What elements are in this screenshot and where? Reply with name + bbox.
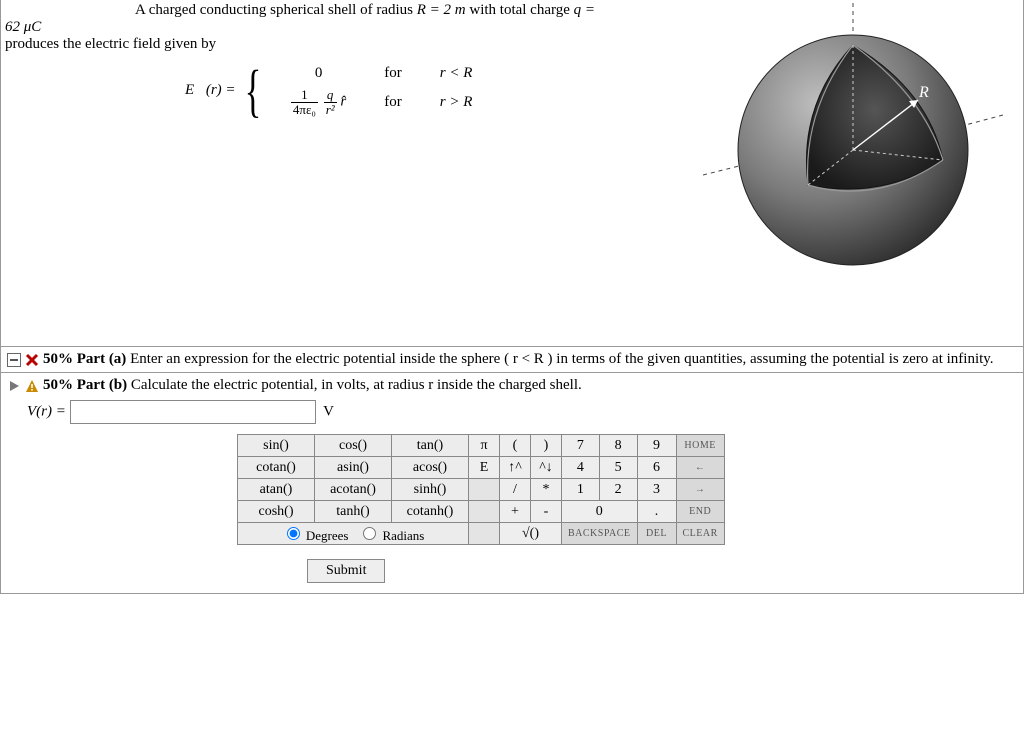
key-1[interactable]: 1 [562,479,600,501]
angle-mode[interactable]: Degrees Radians [238,523,469,545]
key-8[interactable]: 8 [599,435,637,457]
key-5[interactable]: 5 [599,457,637,479]
key-3[interactable]: 3 [637,479,676,501]
key-exp-down[interactable]: ^↓ [531,457,562,479]
intro-2: produces the electric field given by [5,36,216,52]
problem-statement: A charged conducting spherical shell of … [0,0,1024,347]
intro-mid: with total charge [466,2,574,18]
key-sin[interactable]: sin() [238,435,315,457]
eqn-lhs: E⃗(r) = [185,82,239,98]
key-asin[interactable]: asin() [315,457,392,479]
key-2[interactable]: 2 [599,479,637,501]
radians-label: Radians [382,528,424,543]
case2-cond: r > R [422,86,491,118]
key-acos[interactable]: acos() [392,457,469,479]
intro-1: A charged conducting spherical shell of … [135,2,417,18]
case2-value: 14πε₀ qr² r̂ [273,86,364,118]
part-b-prompt: Calculate the electric potential, in vol… [127,377,582,393]
key-7[interactable]: 7 [562,435,600,457]
key-tanh[interactable]: tanh() [315,501,392,523]
key-E[interactable]: E [469,457,500,479]
part-a-weight: 50% Part (a) [43,351,126,367]
svg-text:R: R [918,84,929,101]
key-atan[interactable]: atan() [238,479,315,501]
key-4[interactable]: 4 [562,457,600,479]
part-a: 50% Part (a) Enter an expression for the… [0,346,1024,373]
part-a-prompt: Enter an expression for the electric pot… [126,351,993,367]
answer-input[interactable] [70,400,316,424]
key-rparen[interactable]: ) [531,435,562,457]
key-plus[interactable]: + [500,501,531,523]
key-star[interactable]: * [531,479,562,501]
key-acotan[interactable]: acotan() [315,479,392,501]
radius-expr: R = 2 m [417,2,466,18]
keypad: sin() cos() tan() π ( ) 7 8 9 HOME cotan… [237,434,725,545]
frac2-num: q [324,88,337,103]
key-tan[interactable]: tan() [392,435,469,457]
for-2: for [366,86,420,118]
answer-row: V(r) = V [27,400,1017,424]
key-home[interactable]: HOME [676,435,724,457]
radio-degrees[interactable] [287,527,300,540]
key-left[interactable]: ← [676,457,724,479]
problem-text: A charged conducting spherical shell of … [5,2,605,53]
answer-unit: V [323,403,334,419]
sphere-diagram: R [703,0,1003,295]
key-pi[interactable]: π [469,435,500,457]
key-backspace[interactable]: BACKSPACE [562,523,638,545]
case1-value: 0 [273,63,364,84]
case1-cond: r < R [422,63,491,84]
frac1-den: 4πε₀ [291,103,318,117]
rhat: r̂ [337,94,347,110]
key-sinh[interactable]: sinh() [392,479,469,501]
part-b-weight: 50% Part (b) [43,377,127,393]
submit-button[interactable]: Submit [307,559,385,583]
frac1-num: 1 [291,88,318,103]
key-6[interactable]: 6 [637,457,676,479]
key-exp-up[interactable]: ↑^ [500,457,531,479]
mode-radians[interactable]: Radians [358,528,424,543]
key-cos[interactable]: cos() [315,435,392,457]
key-cotanh[interactable]: cotanh() [392,501,469,523]
key-clear[interactable]: CLEAR [676,523,724,545]
frac2-den: r² [324,103,337,117]
warning-icon [25,377,39,394]
key-dot[interactable]: . [637,501,676,523]
key-end[interactable]: END [676,501,724,523]
key-slash[interactable]: / [500,479,531,501]
key-0[interactable]: 0 [562,501,638,523]
brace-icon: { [245,66,262,116]
key-lparen[interactable]: ( [500,435,531,457]
key-sqrt[interactable]: √() [500,523,562,545]
key-9[interactable]: 9 [637,435,676,457]
part-b: 50% Part (b) Calculate the electric pote… [0,372,1024,594]
degrees-label: Degrees [306,528,349,543]
key-cotan[interactable]: cotan() [238,457,315,479]
key-cosh[interactable]: cosh() [238,501,315,523]
key-del[interactable]: DEL [637,523,676,545]
key-right[interactable]: → [676,479,724,501]
for-1: for [366,63,420,84]
collapse-icon[interactable] [7,351,21,368]
answer-lhs: V(r) = [27,403,70,419]
key-minus[interactable]: - [531,501,562,523]
radio-radians[interactable] [363,527,376,540]
mode-degrees[interactable]: Degrees [282,528,349,543]
incorrect-icon [25,351,39,368]
expand-icon[interactable] [7,377,21,394]
